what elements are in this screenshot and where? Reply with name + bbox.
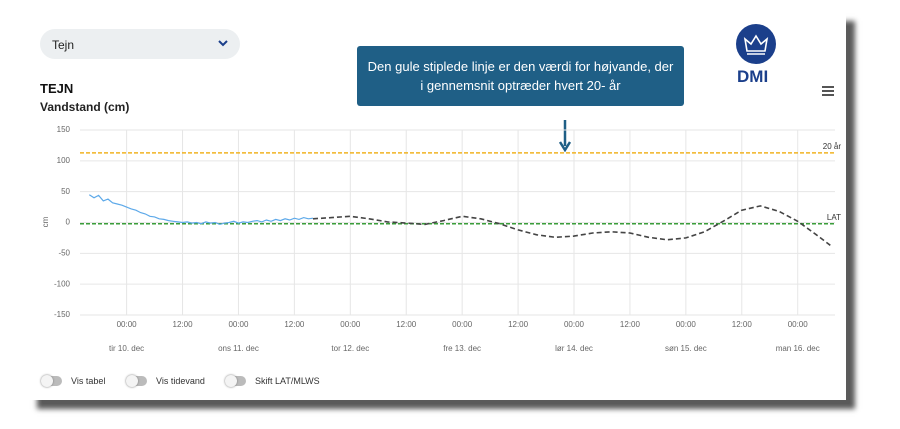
- x-tick-label: 12:00: [620, 320, 641, 329]
- logo-text: DMI: [737, 67, 769, 86]
- x-tick-label: 12:00: [732, 320, 753, 329]
- day-label: fre 13. dec: [443, 344, 481, 353]
- day-label: søn 15. dec: [665, 344, 707, 353]
- x-tick-label: 12:00: [508, 320, 529, 329]
- day-label: tor 12. dec: [331, 344, 369, 353]
- station-name: TEJN: [40, 81, 74, 96]
- arrow-head: [558, 141, 572, 153]
- menu-icon[interactable]: [822, 86, 834, 96]
- day-label: lør 14. dec: [555, 344, 593, 353]
- dropdown-label: Tejn: [52, 38, 75, 52]
- y-tick-label: 150: [57, 125, 71, 134]
- x-tick-label: 00:00: [788, 320, 809, 329]
- x-tick-label: 00:00: [117, 320, 138, 329]
- series-line: [88, 194, 314, 226]
- y-tick-label: -150: [54, 310, 71, 319]
- toggle[interactable]: Vis tabel: [41, 375, 106, 387]
- toggle[interactable]: Vis tidevand: [126, 375, 205, 387]
- logo-emblem: [736, 24, 776, 64]
- chevron: [218, 40, 228, 47]
- reference-label: LAT: [827, 213, 841, 222]
- chart-title: Vandstand (cm): [40, 100, 130, 114]
- y-tick-label: 50: [61, 187, 70, 196]
- toggle-label: Vis tabel: [71, 376, 106, 386]
- y-tick-label: -100: [54, 279, 71, 288]
- x-tick-label: 00:00: [564, 320, 585, 329]
- day-label: tir 10. dec: [109, 344, 144, 353]
- x-tick-label: 00:00: [228, 320, 249, 329]
- day-label: man 16. dec: [776, 344, 820, 353]
- x-tick-label: 12:00: [173, 320, 194, 329]
- x-tick-label: 12:00: [396, 320, 417, 329]
- toggle-label: Vis tidevand: [156, 376, 205, 386]
- station-dropdown[interactable]: Tejn: [40, 29, 240, 59]
- tooltip: Den gule stiplede linje er den værdi for…: [357, 46, 684, 106]
- x-tick-label: 00:00: [452, 320, 473, 329]
- x-tick-label: 00:00: [340, 320, 361, 329]
- day-label: ons 11. dec: [218, 344, 259, 353]
- series-line: [312, 205, 831, 246]
- toggle-label: Skift LAT/MLWS: [255, 376, 320, 386]
- reference-label: 20 år: [823, 142, 842, 151]
- x-tick-label: 00:00: [676, 320, 697, 329]
- toggle[interactable]: Skift LAT/MLWS: [225, 375, 320, 387]
- y-tick-label: 0: [66, 218, 71, 227]
- y-tick-label: 100: [57, 156, 71, 165]
- y-axis-label: cm: [41, 216, 50, 227]
- x-tick-label: 12:00: [284, 320, 305, 329]
- y-tick-label: -50: [58, 248, 70, 257]
